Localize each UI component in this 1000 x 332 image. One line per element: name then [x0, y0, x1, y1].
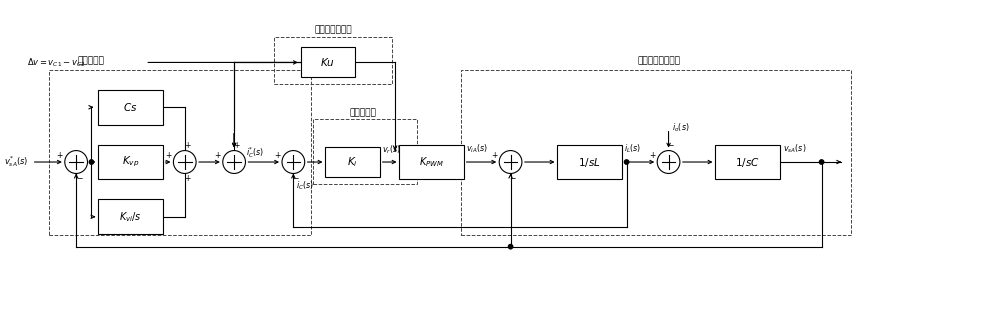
Circle shape	[819, 160, 824, 164]
Text: $v_{sA}^{*}(s)$: $v_{sA}^{*}(s)$	[4, 155, 29, 169]
Bar	[313, 119, 417, 184]
Circle shape	[508, 244, 513, 249]
Text: $1/sC$: $1/sC$	[735, 155, 760, 169]
Bar	[301, 47, 355, 77]
Text: $K_{PWM}$: $K_{PWM}$	[419, 155, 444, 169]
Bar	[557, 145, 622, 179]
Text: $Cs$: $Cs$	[123, 101, 138, 113]
Circle shape	[624, 160, 629, 164]
Text: $i_o(s)$: $i_o(s)$	[672, 122, 689, 134]
Circle shape	[173, 151, 196, 173]
Bar	[325, 147, 380, 177]
Bar	[715, 145, 780, 179]
Text: 电压偏差调节器: 电压偏差调节器	[314, 26, 352, 35]
Text: 逃变电路开环部分: 逃变电路开环部分	[637, 56, 680, 65]
Text: −: −	[667, 141, 674, 150]
Circle shape	[499, 151, 522, 173]
Text: $v_{iA}(s)$: $v_{iA}(s)$	[466, 143, 488, 155]
Text: +: +	[233, 141, 239, 150]
Text: $v_{sA}(s)$: $v_{sA}(s)$	[783, 143, 806, 155]
Text: −: −	[509, 174, 516, 183]
Bar	[98, 145, 163, 179]
Text: $Ku$: $Ku$	[320, 56, 335, 68]
Bar	[399, 145, 464, 179]
Text: 电流调节器: 电流调节器	[349, 108, 376, 117]
Bar	[98, 199, 163, 234]
Text: −: −	[76, 174, 82, 183]
Text: 电压调节器: 电压调节器	[78, 56, 104, 65]
Circle shape	[223, 151, 245, 173]
Circle shape	[657, 151, 680, 173]
Bar	[98, 90, 163, 125]
Text: +: +	[274, 150, 280, 160]
Text: $1/sL$: $1/sL$	[578, 155, 601, 169]
Text: +: +	[215, 150, 221, 160]
Bar	[461, 70, 851, 235]
Text: $i_C^{*}(s)$: $i_C^{*}(s)$	[246, 145, 265, 159]
Text: $v_r(s)$: $v_r(s)$	[382, 144, 401, 156]
Text: $K_{vp}$: $K_{vp}$	[122, 155, 139, 169]
Text: +: +	[57, 150, 63, 160]
Text: $\Delta v = v_{C1}-v_{C2}$: $\Delta v = v_{C1}-v_{C2}$	[27, 56, 85, 69]
Text: $i_L(s)$: $i_L(s)$	[624, 143, 641, 155]
Text: +: +	[649, 150, 655, 160]
Text: −: −	[292, 174, 299, 183]
Circle shape	[282, 151, 305, 173]
Circle shape	[89, 160, 94, 164]
Text: +: +	[491, 150, 497, 160]
Text: $K_{vi}/s$: $K_{vi}/s$	[119, 210, 142, 224]
Text: +: +	[165, 150, 172, 160]
Bar	[274, 37, 392, 84]
Text: $K_i$: $K_i$	[347, 155, 358, 169]
Circle shape	[65, 151, 87, 173]
Bar	[49, 70, 311, 235]
Text: +: +	[185, 141, 191, 150]
Text: $i_C(s)$: $i_C(s)$	[296, 179, 314, 192]
Text: +: +	[185, 174, 191, 183]
